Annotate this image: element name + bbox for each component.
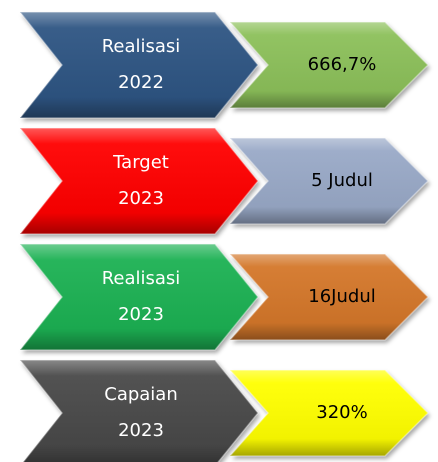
chevron-row: Realisasi 2022 666,7% bbox=[18, 11, 430, 119]
label-text: Target bbox=[112, 152, 169, 173]
label-chevron-shine bbox=[18, 127, 259, 235]
label-chevron-shine bbox=[18, 11, 259, 119]
label-text: Realisasi bbox=[102, 36, 181, 57]
chevron-row: Capaian 2023 320% bbox=[18, 359, 430, 462]
value-text: 5 Judul bbox=[311, 170, 373, 191]
label-text: 2023 bbox=[118, 420, 164, 441]
chevron-row: Target 2023 5 Judul bbox=[18, 127, 430, 235]
value-chevron-shine bbox=[228, 253, 430, 341]
label-chevron-shine bbox=[18, 243, 259, 351]
label-text: Realisasi bbox=[102, 268, 181, 289]
label-text: 2023 bbox=[118, 188, 164, 209]
label-text: Capaian bbox=[104, 384, 178, 405]
label-text: 2022 bbox=[118, 72, 164, 93]
label-text: 2023 bbox=[118, 304, 164, 325]
label-chevron-shine bbox=[18, 359, 259, 462]
value-text: 666,7% bbox=[308, 54, 377, 75]
chevron-row: Realisasi 2023 16Judul bbox=[18, 243, 430, 351]
value-chevron-shine bbox=[228, 369, 430, 457]
value-chevron-shine bbox=[228, 137, 430, 225]
value-text: 16Judul bbox=[308, 286, 375, 307]
value-text: 320% bbox=[316, 402, 367, 423]
value-chevron-shine bbox=[228, 21, 430, 109]
